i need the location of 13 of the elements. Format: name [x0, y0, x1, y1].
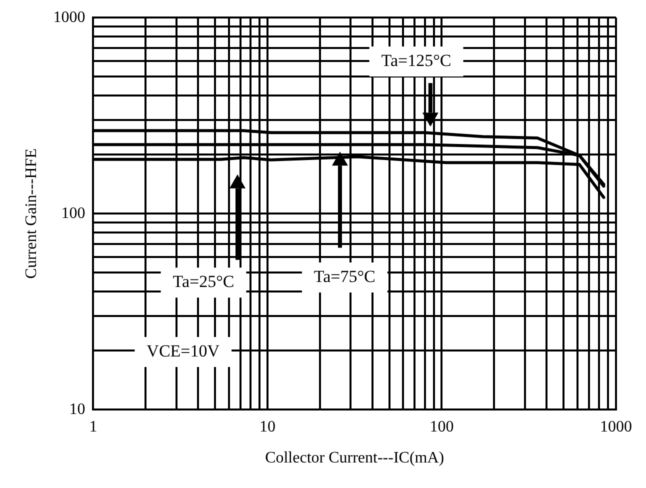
x-tick-label: 1000 — [600, 418, 632, 436]
annotation: Ta=75°C — [314, 266, 376, 286]
annotation: Ta=25°C — [172, 272, 234, 292]
y-tick-label: 10 — [69, 400, 86, 418]
annotation: Ta=125°C — [381, 50, 452, 70]
annotation: VCE=10V — [146, 341, 220, 360]
x-axis-title: Collector Current---IC(mA) — [265, 450, 444, 467]
y-axis-title: Current Gain---HFE — [22, 148, 40, 279]
x-tick-label: 10 — [259, 418, 276, 436]
y-tick-label: 1000 — [53, 8, 86, 26]
y-tick-label: 100 — [61, 204, 86, 222]
x-tick-label: 100 — [430, 418, 454, 436]
x-tick-label: 1 — [89, 418, 98, 436]
